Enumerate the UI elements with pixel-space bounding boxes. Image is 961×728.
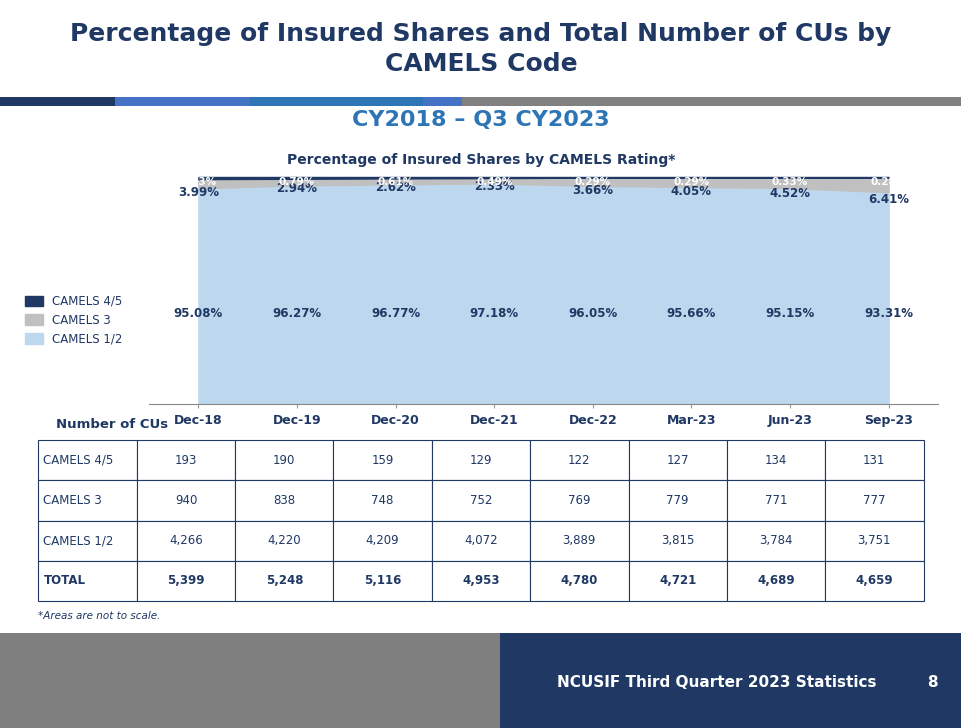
Text: 2.94%: 2.94% bbox=[276, 182, 317, 195]
Text: 93.31%: 93.31% bbox=[863, 306, 912, 320]
Bar bbox=[250, 97, 423, 106]
Text: Percentage of Insured Shares by CAMELS Rating*: Percentage of Insured Shares by CAMELS R… bbox=[286, 153, 675, 167]
Bar bbox=[0, 633, 500, 728]
Text: 0.28%: 0.28% bbox=[870, 178, 906, 187]
Bar bbox=[750, 97, 961, 106]
Text: 3.66%: 3.66% bbox=[572, 183, 613, 197]
Bar bbox=[115, 97, 250, 106]
Text: 0.79%: 0.79% bbox=[279, 178, 315, 187]
Text: 96.77%: 96.77% bbox=[371, 306, 420, 320]
Bar bbox=[461, 97, 577, 106]
Text: 0.49%: 0.49% bbox=[476, 178, 512, 187]
Text: NCUSIF Third Quarter 2023 Statistics: NCUSIF Third Quarter 2023 Statistics bbox=[556, 675, 875, 690]
Text: 96.27%: 96.27% bbox=[272, 306, 321, 320]
Text: *Areas are not to scale.: *Areas are not to scale. bbox=[38, 611, 160, 621]
Bar bbox=[500, 633, 961, 728]
Text: 0.29%: 0.29% bbox=[574, 178, 610, 187]
Text: 8: 8 bbox=[926, 675, 937, 690]
Text: 0.29%: 0.29% bbox=[673, 178, 709, 187]
Text: 96.05%: 96.05% bbox=[568, 306, 617, 320]
Text: CY2018 – Q3 CY2023: CY2018 – Q3 CY2023 bbox=[352, 110, 609, 130]
Bar bbox=[423, 97, 461, 106]
Text: Percentage of Insured Shares and Total Number of CUs by
CAMELS Code: Percentage of Insured Shares and Total N… bbox=[70, 22, 891, 76]
Text: 0.33%: 0.33% bbox=[771, 178, 807, 187]
Text: 2.33%: 2.33% bbox=[474, 180, 514, 192]
Bar bbox=[577, 97, 750, 106]
Text: 95.66%: 95.66% bbox=[666, 306, 715, 320]
Text: 4.52%: 4.52% bbox=[769, 186, 810, 199]
Text: 3.99%: 3.99% bbox=[178, 186, 219, 199]
Bar bbox=[0, 97, 77, 106]
Text: 0.61%: 0.61% bbox=[377, 178, 413, 187]
Text: 97.18%: 97.18% bbox=[469, 306, 518, 320]
Text: 95.15%: 95.15% bbox=[765, 306, 814, 320]
Text: Number of CUs: Number of CUs bbox=[56, 418, 168, 430]
Text: 6.41%: 6.41% bbox=[867, 193, 908, 206]
Text: 0.93%: 0.93% bbox=[180, 178, 216, 187]
Text: 95.08%: 95.08% bbox=[174, 306, 223, 320]
Bar bbox=[77, 97, 115, 106]
Text: 4.05%: 4.05% bbox=[670, 185, 711, 198]
Legend: CAMELS 4/5, CAMELS 3, CAMELS 1/2: CAMELS 4/5, CAMELS 3, CAMELS 1/2 bbox=[25, 295, 123, 346]
Text: 2.62%: 2.62% bbox=[375, 181, 415, 194]
